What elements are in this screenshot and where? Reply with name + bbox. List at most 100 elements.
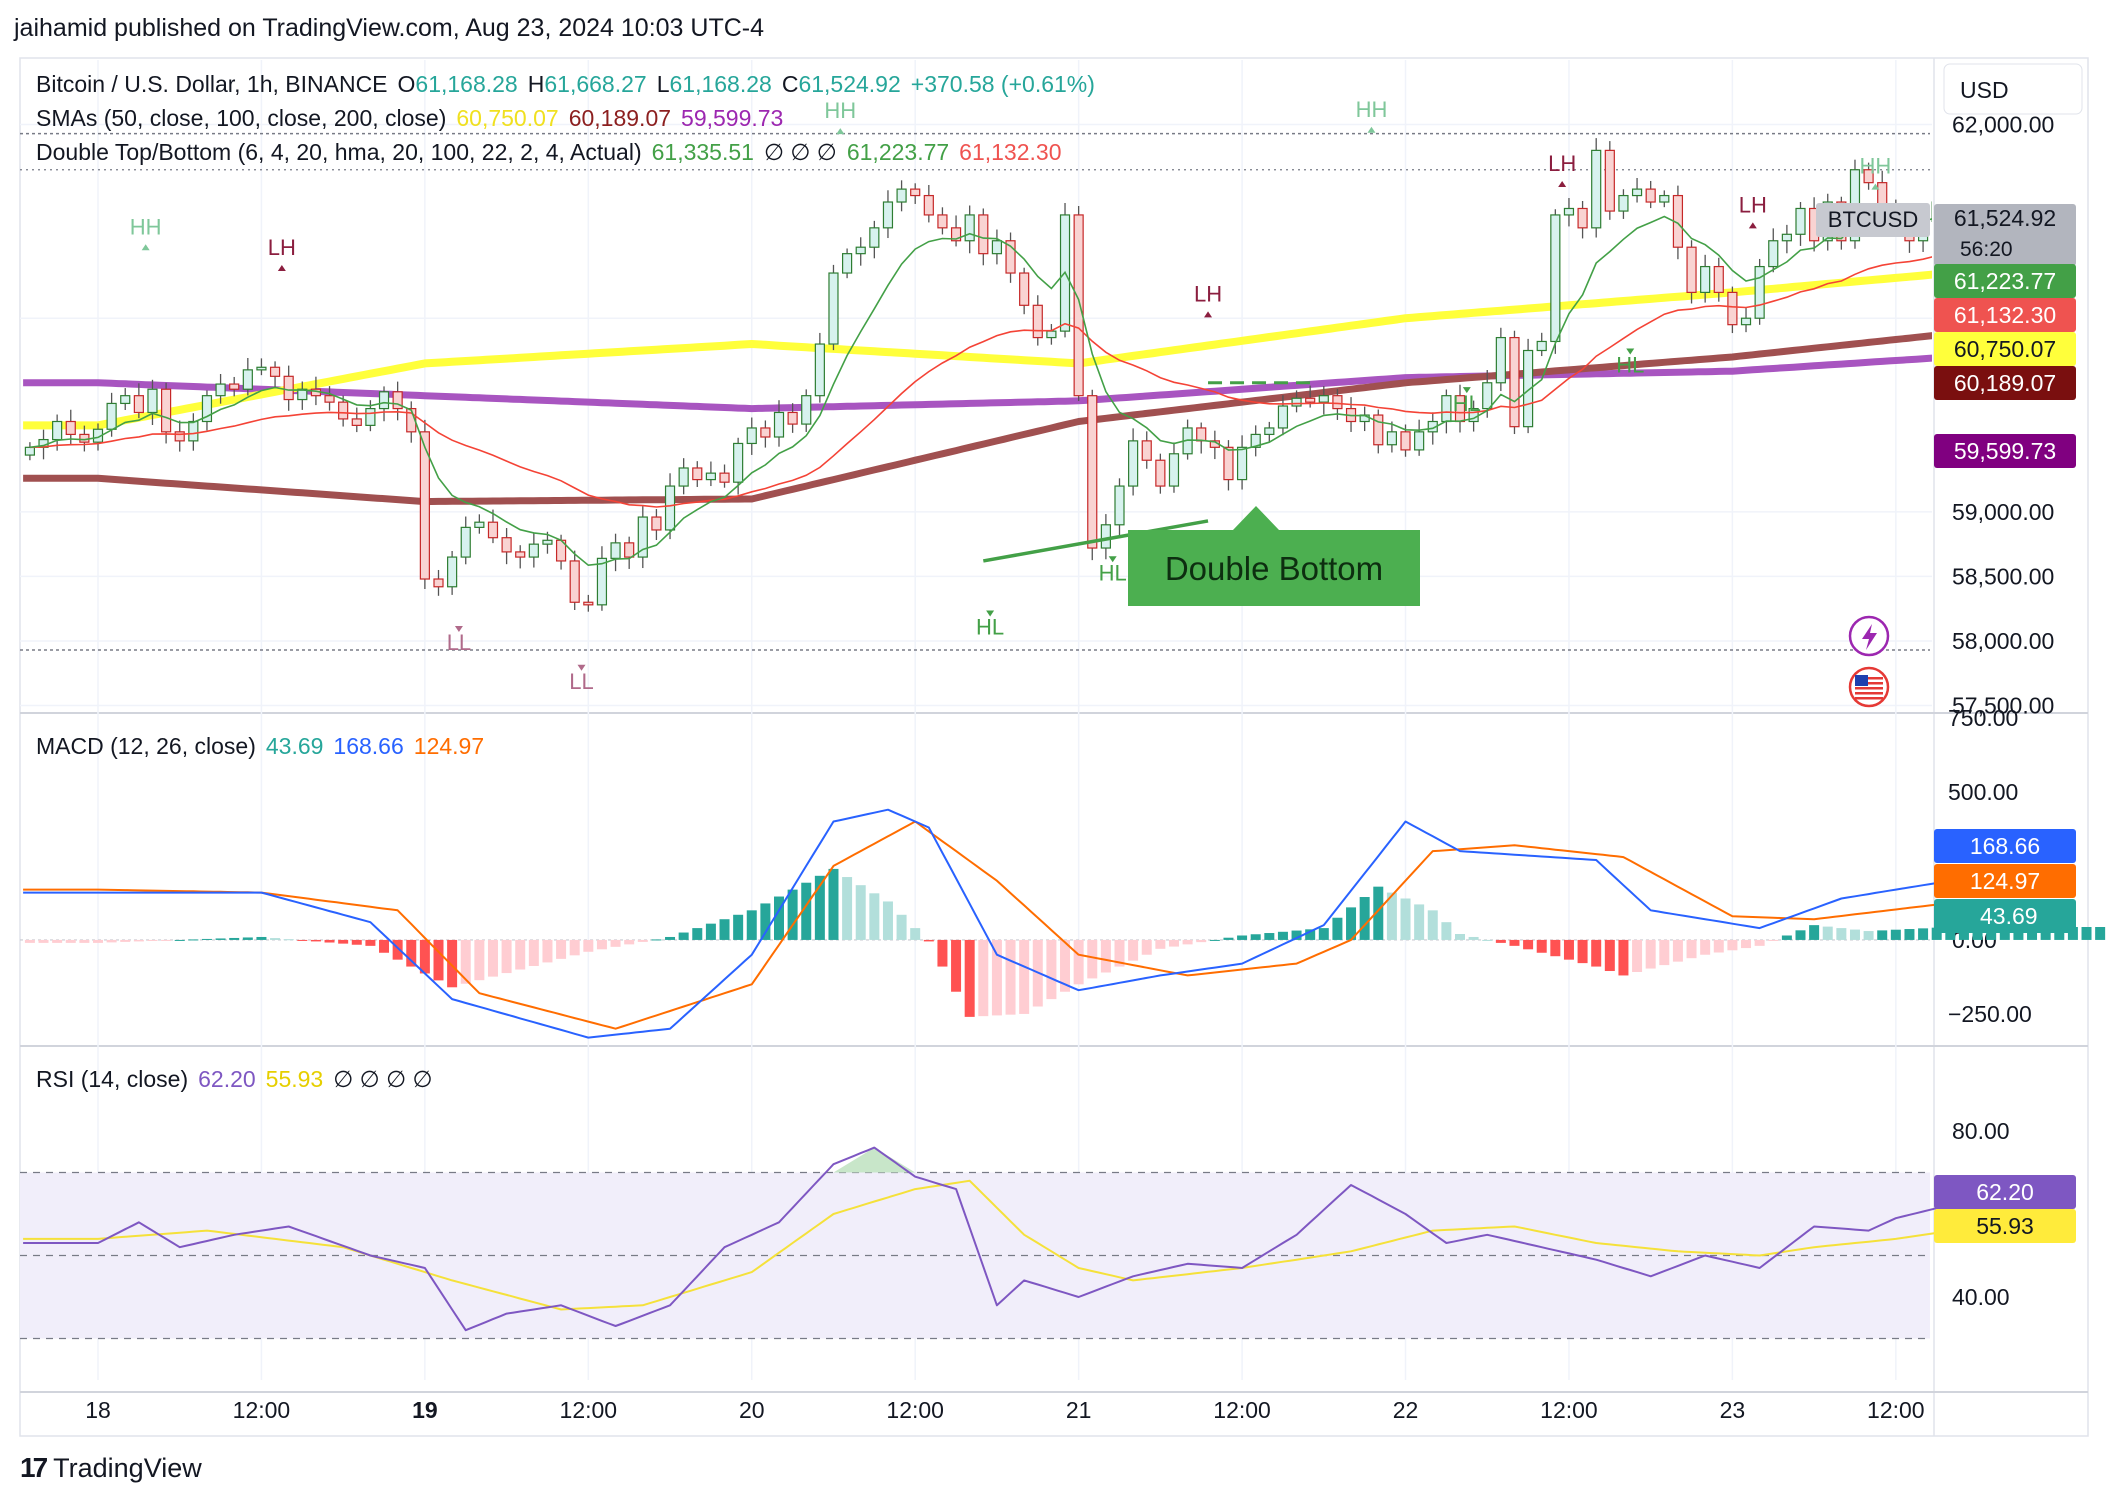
candle-body: [147, 388, 158, 414]
macd-hist-bar: [910, 928, 921, 940]
macd-hist-bar: [1890, 929, 1901, 940]
macd-hist-bar: [1346, 907, 1357, 940]
macd-hist-bar: [828, 868, 839, 940]
macd-hist-bar: [147, 939, 158, 941]
candle-body: [1046, 330, 1057, 339]
candle: [1373, 409, 1384, 454]
candle: [1291, 390, 1302, 413]
candle-body: [1414, 431, 1425, 451]
lightning-icon[interactable]: [1848, 615, 1890, 657]
macd-hist-bar: [1931, 927, 1942, 940]
candle-body: [569, 560, 580, 603]
candle-body: [1727, 291, 1738, 326]
candle-body: [1005, 240, 1016, 274]
swing-label-hh: HH: [130, 214, 162, 239]
macd-hist-bar: [1727, 939, 1738, 951]
candle-body: [1277, 405, 1289, 429]
macd-hist-bar: [1563, 939, 1574, 960]
candle: [910, 183, 921, 204]
hull-red-badge: [1934, 298, 2076, 332]
candle-body: [1264, 427, 1275, 436]
brand[interactable]: 17 TradingView: [20, 1452, 202, 1484]
candle: [801, 389, 812, 432]
candle: [896, 180, 907, 212]
candle-body: [746, 427, 757, 445]
candle: [719, 464, 730, 488]
candle: [242, 357, 253, 396]
candle-body: [610, 542, 621, 559]
candle-body: [419, 431, 430, 580]
macd-hist-bar: [1441, 922, 1452, 940]
sma50-value: 60,750.07: [456, 105, 559, 131]
macd-hist-bar: [229, 937, 240, 940]
candle-body: [433, 578, 444, 588]
macd-tick-label: −250.00: [1948, 1001, 2032, 1027]
macd-hist-bar: [1223, 937, 1234, 940]
macd-hist-bar: [79, 939, 90, 943]
double-bottom-annotation[interactable]: Double Bottom: [1128, 506, 1420, 606]
swing-label-lh: LH: [1194, 281, 1222, 306]
candle: [147, 379, 158, 425]
candle-body: [1536, 340, 1547, 352]
signal-badge: [1934, 864, 2076, 898]
rsi-legend: RSI (14, close) 62.20 55.93 ∅ ∅ ∅ ∅: [36, 1066, 443, 1093]
candle: [950, 215, 962, 247]
macd-hist-bar: [24, 939, 35, 943]
tv-logo-icon: 17: [20, 1452, 48, 1483]
candle-body: [2096, 323, 2105, 337]
dtb-value-3: 61,132.30: [959, 139, 1062, 165]
candle-body: [733, 442, 744, 483]
swing-label-ll: LL: [569, 669, 593, 694]
candle: [1550, 209, 1561, 354]
macd-hist-bar: [1373, 886, 1384, 940]
macd-hist-bar: [106, 939, 117, 943]
currency-button[interactable]: [1943, 63, 2083, 115]
macd-hist-bar: [1632, 939, 1643, 972]
legend-low: 61,168.28: [669, 71, 772, 97]
legend-change: +370.58 (+0.61%): [910, 71, 1095, 97]
candle-body: [937, 214, 948, 229]
macd-badge: [1934, 829, 2076, 863]
macd-hist-bar: [1849, 929, 1860, 940]
macd-hist-bar: [651, 939, 662, 941]
candle: [283, 365, 294, 411]
candle-body: [65, 420, 76, 436]
candle: [1863, 162, 1874, 190]
main-legend: Bitcoin / U.S. Dollar, 1h, BINANCE O61,16…: [36, 71, 1095, 97]
macd-hist-bar: [1713, 939, 1724, 953]
candle: [828, 264, 839, 351]
candle-body: [351, 418, 362, 426]
macd-hist-bar: [1659, 939, 1670, 966]
candle-body: [201, 395, 213, 423]
macd-hist-bar: [1386, 892, 1397, 940]
candle-body: [855, 246, 866, 255]
swing-marker: [1626, 348, 1635, 355]
candle: [1414, 419, 1425, 456]
macd-hist-bar: [583, 939, 594, 952]
macd-hist-bar: [310, 939, 321, 942]
macd-hist-bar: [1904, 929, 1915, 940]
candle: [624, 536, 635, 569]
macd-hist-bar: [365, 939, 376, 946]
macd-hist-bar: [1686, 939, 1697, 959]
macd-hist-bar: [1182, 939, 1193, 945]
candle: [215, 373, 226, 404]
macd-hist-bar: [1400, 898, 1411, 940]
candle: [678, 458, 689, 495]
rsi-ma-badge-text: 55.93: [1976, 1213, 2034, 1239]
candle: [651, 509, 662, 541]
candle-body: [460, 526, 471, 558]
candle: [1250, 425, 1261, 457]
macd-hist-bar: [338, 939, 349, 944]
us-flag-icon[interactable]: [1848, 666, 1890, 708]
sma-legend-title: SMAs (50, close, 100, close, 200, close): [36, 105, 447, 131]
candle: [1740, 307, 1752, 333]
rsi-badge-text: 62.20: [1976, 1179, 2034, 1205]
candle: [1155, 453, 1166, 494]
candle: [787, 403, 798, 433]
time-tick-label: 12:00: [560, 1397, 618, 1423]
candle: [1713, 257, 1724, 302]
candle-body: [1087, 395, 1098, 549]
macd-hist-bar: [1277, 931, 1288, 940]
